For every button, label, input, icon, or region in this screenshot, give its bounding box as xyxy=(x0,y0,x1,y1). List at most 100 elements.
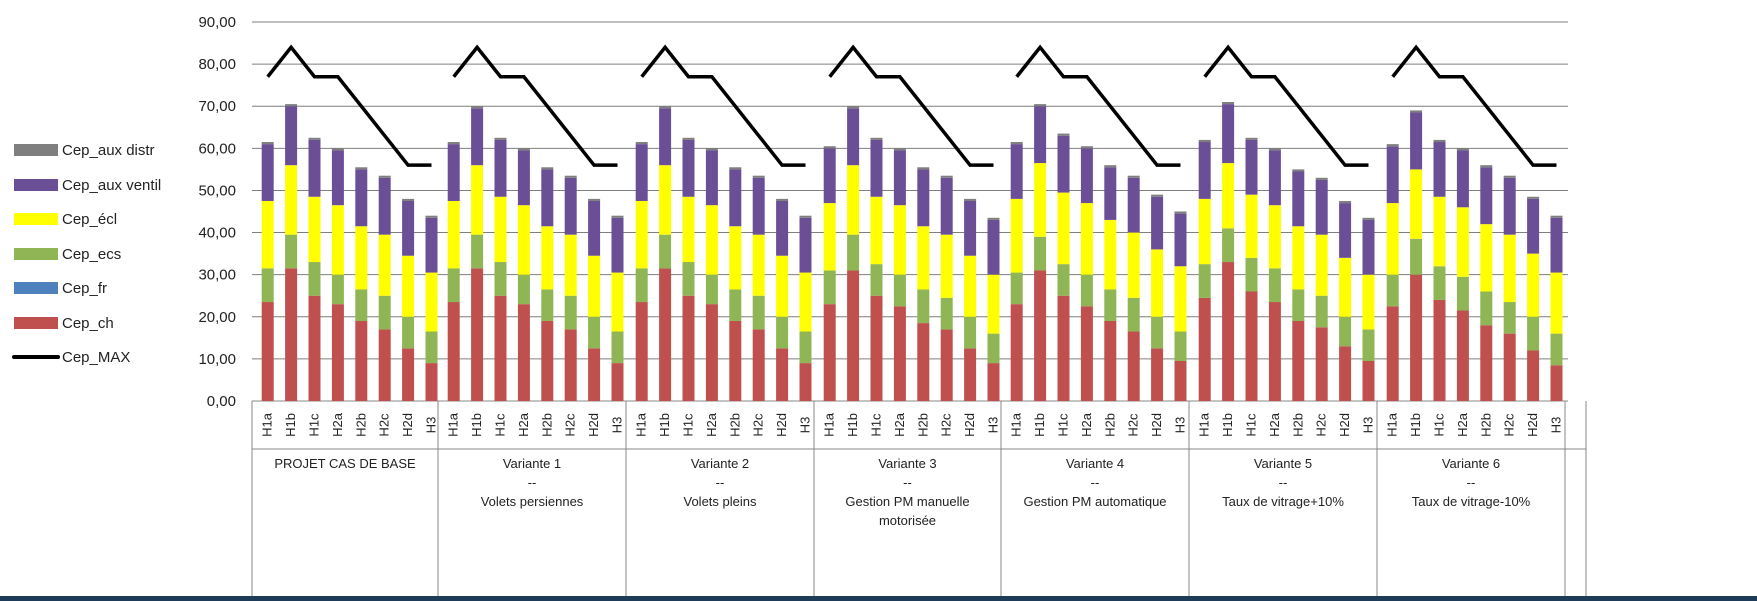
bar-segment-distr xyxy=(659,106,672,109)
bar-segment-ecs xyxy=(564,295,577,330)
x-tick-label: H1c xyxy=(307,413,322,437)
bar-segment-distr xyxy=(285,104,298,107)
bar-segment-vent xyxy=(987,219,1000,275)
bar-segment-distr xyxy=(355,167,368,170)
bar-segment-ecl xyxy=(1550,272,1563,334)
bar-segment-vent xyxy=(1104,167,1117,220)
x-tick-label: H2c xyxy=(1126,413,1141,437)
bar-segment-ecs xyxy=(517,274,530,305)
bar-segment-vent xyxy=(1433,142,1446,197)
legend-swatch xyxy=(14,317,58,329)
bar-segment-distr xyxy=(447,142,460,145)
bar-segment-ecl xyxy=(1527,253,1540,317)
bar-segment-ecs xyxy=(1292,289,1305,321)
bar-segment-ch xyxy=(847,270,860,401)
cep-max-lines xyxy=(266,44,1557,167)
bar-segment-distr xyxy=(635,142,648,145)
bar-segment-ecl xyxy=(1222,163,1235,229)
bar-segment-ecs xyxy=(308,262,321,296)
group-label: -- xyxy=(1279,475,1288,490)
bar-segment-distr xyxy=(1222,102,1235,105)
bar-segment-vent xyxy=(659,108,672,166)
bar-segment-ecl xyxy=(447,200,460,269)
bar-segment-ch xyxy=(425,363,438,401)
bar-segment-vent xyxy=(261,144,274,201)
bar-segment-ecs xyxy=(1527,316,1540,351)
bar-segment-ecs xyxy=(471,234,484,269)
bar-segment-ecs xyxy=(588,316,601,349)
bar-segment-ecl xyxy=(1339,257,1352,317)
bar-segment-ecs xyxy=(799,331,812,364)
bar-segment-ecl xyxy=(1386,203,1399,275)
bar-segment-distr xyxy=(1386,144,1399,147)
group-label: Variante 1 xyxy=(503,456,561,471)
bar-segment-ecs xyxy=(964,316,977,349)
bar-segment-vent xyxy=(1339,203,1352,258)
bar-segment-distr xyxy=(331,148,344,151)
bar-segment-ecs xyxy=(987,333,1000,364)
bar-segment-distr xyxy=(517,148,530,151)
bar-segment-ch xyxy=(1268,302,1281,401)
legend-label: Cep_MAX xyxy=(62,349,130,366)
bar-segment-ch xyxy=(494,295,507,401)
legend-swatch xyxy=(14,282,58,294)
bar-segment-ecs xyxy=(1268,268,1281,303)
bar-segment-ecl xyxy=(1127,232,1140,298)
bar-segment-distr xyxy=(799,215,812,218)
bar-segment-distr xyxy=(1080,146,1093,149)
bar-segment-ecl xyxy=(261,200,274,269)
legend-label: Cep_ch xyxy=(62,315,114,332)
x-axis: H1a H1b H1c H2a H2b H2c H2d H3 PROJET CAS DE BAS… xyxy=(251,401,1587,596)
bar-segment-ch xyxy=(1174,360,1187,401)
bar-segment-ch xyxy=(261,302,274,401)
bar-segment-ch xyxy=(1480,325,1493,401)
bar-segment-distr xyxy=(588,198,601,201)
bar-segment-ecl xyxy=(1104,219,1117,290)
y-tick-label: 0,00 xyxy=(207,393,236,410)
group-label: Taux de vitrage-10% xyxy=(1412,494,1531,509)
bar-segment-vent xyxy=(1503,177,1516,235)
bar-segment-vent xyxy=(1480,167,1493,225)
x-tick-label: H2b xyxy=(353,413,368,437)
x-tick-label: H2d xyxy=(774,413,789,437)
bar-segment-ecl xyxy=(494,196,507,263)
bar-segment-ecl xyxy=(1315,234,1328,296)
bar-segment-ecs xyxy=(870,264,883,296)
group-label: PROJET CAS DE BASE xyxy=(274,456,416,471)
group-label: Gestion PM automatique xyxy=(1023,494,1166,509)
bar-segment-distr xyxy=(1268,148,1281,151)
x-tick-label: H2d xyxy=(400,413,415,437)
bar-segment-vent xyxy=(1151,196,1164,250)
bar-segment-distr xyxy=(1503,175,1516,178)
bar-segment-ch xyxy=(308,295,321,401)
bar-segment-vent xyxy=(682,139,695,197)
bar-segment-ecs xyxy=(682,262,695,296)
bar-segment-ch xyxy=(823,304,836,401)
bar-segment-ecs xyxy=(261,268,274,303)
group-label: -- xyxy=(903,475,912,490)
bar-segment-ecs xyxy=(847,234,860,271)
legend-swatch xyxy=(14,144,58,156)
bar-segment-ecs xyxy=(1456,276,1469,311)
bar-segment-distr xyxy=(729,167,742,170)
bar-segment-ch xyxy=(1080,306,1093,401)
bar-segment-distr xyxy=(1174,211,1187,214)
y-tick-label: 90,00 xyxy=(198,14,236,31)
y-tick-label: 70,00 xyxy=(198,98,236,115)
x-tick-label: H2c xyxy=(563,413,578,437)
legend-label: Cep_aux distr xyxy=(62,142,155,159)
bar-segment-ecl xyxy=(1503,234,1516,303)
bar-segment-ch xyxy=(940,329,953,401)
bar-segment-ecl xyxy=(331,205,344,275)
bar-segment-ecl xyxy=(917,226,930,290)
bar-segment-ch xyxy=(917,323,930,401)
bar-segment-distr xyxy=(261,142,274,145)
group-label: Taux de vitrage+10% xyxy=(1222,494,1344,509)
bar-segment-distr xyxy=(847,106,860,109)
bar-segment-ecs xyxy=(893,274,906,307)
cep-max-line xyxy=(828,44,994,167)
bar-segment-vent xyxy=(541,169,554,227)
bar-segment-ecs xyxy=(1198,264,1211,298)
bar-segment-ch xyxy=(564,329,577,401)
bar-segment-ch xyxy=(1104,320,1117,401)
